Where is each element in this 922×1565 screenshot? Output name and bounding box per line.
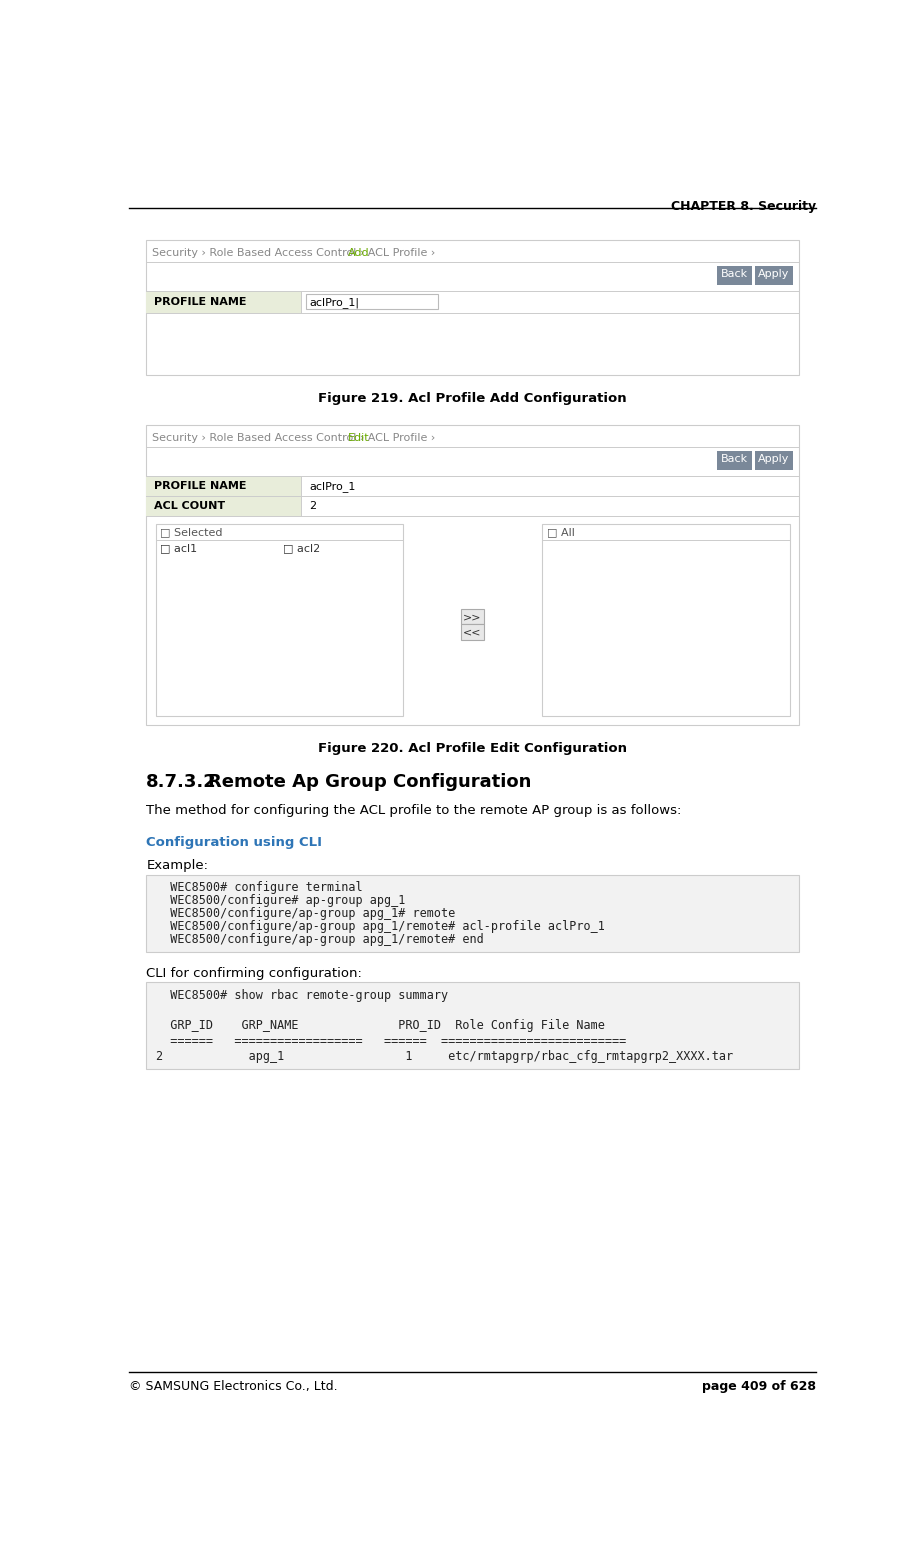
Text: WEC8500# configure terminal: WEC8500# configure terminal: [156, 881, 362, 894]
Bar: [461, 624, 484, 640]
Text: WEC8500/configure# ap-group apg_1: WEC8500/configure# ap-group apg_1: [156, 894, 405, 906]
Text: □ acl1: □ acl1: [160, 543, 197, 554]
Bar: [306, 294, 438, 310]
Text: Configuration using CLI: Configuration using CLI: [147, 836, 323, 850]
Bar: [147, 875, 798, 952]
Text: PROFILE NAME: PROFILE NAME: [154, 297, 246, 307]
Text: Edit: Edit: [348, 432, 370, 443]
Text: Security › Role Based Access Control › ACL Profile ›: Security › Role Based Access Control › A…: [152, 432, 439, 443]
Text: Back: Back: [721, 269, 748, 280]
Text: CLI for confirming configuration:: CLI for confirming configuration:: [147, 967, 362, 980]
Text: 8.7.3.2: 8.7.3.2: [147, 773, 217, 790]
Text: 2: 2: [309, 501, 316, 512]
Text: Remote Ap Group Configuration: Remote Ap Group Configuration: [208, 773, 532, 790]
Text: □ All: □ All: [547, 527, 574, 537]
Text: CHAPTER 8. Security: CHAPTER 8. Security: [670, 200, 816, 213]
Text: Back: Back: [721, 454, 748, 465]
Bar: [147, 291, 301, 313]
Bar: [147, 426, 798, 725]
Text: Example:: Example:: [147, 859, 208, 872]
Text: Security › Role Based Access Control › ACL Profile ›: Security › Role Based Access Control › A…: [152, 247, 439, 258]
Text: WEC8500# show rbac remote-group summary: WEC8500# show rbac remote-group summary: [156, 989, 448, 1002]
Bar: [716, 266, 752, 285]
Text: aclPro_1: aclPro_1: [309, 480, 355, 491]
Text: WEC8500/configure/ap-group apg_1# remote: WEC8500/configure/ap-group apg_1# remote: [156, 908, 455, 920]
Text: ACL COUNT: ACL COUNT: [154, 501, 225, 512]
Text: □ Selected: □ Selected: [160, 527, 223, 537]
Text: page 409 of 628: page 409 of 628: [702, 1380, 816, 1393]
Bar: [147, 476, 301, 496]
Bar: [147, 239, 798, 376]
Text: Add: Add: [348, 247, 370, 258]
Text: Apply: Apply: [758, 269, 789, 280]
Text: Apply: Apply: [758, 454, 789, 465]
Text: 2            apg_1                 1     etc/rmtapgrp/rbac_cfg_rmtapgrp2_XXXX.ta: 2 apg_1 1 etc/rmtapgrp/rbac_cfg_rmtapgrp…: [156, 1050, 733, 1063]
Bar: [461, 609, 484, 624]
Text: □ acl2: □ acl2: [283, 543, 321, 554]
Bar: [755, 266, 793, 285]
Text: GRP_ID    GRP_NAME              PRO_ID  Role Config File Name: GRP_ID GRP_NAME PRO_ID Role Config File …: [156, 1019, 605, 1033]
Text: WEC8500/configure/ap-group apg_1/remote# acl-profile aclPro_1: WEC8500/configure/ap-group apg_1/remote#…: [156, 920, 605, 933]
Text: Figure 220. Acl Profile Edit Configuration: Figure 220. Acl Profile Edit Configurati…: [318, 742, 627, 756]
Text: aclPro_1|: aclPro_1|: [310, 297, 360, 308]
Bar: [147, 983, 798, 1069]
Text: <<: <<: [463, 628, 482, 637]
Bar: [716, 451, 752, 470]
Text: The method for configuring the ACL profile to the remote AP group is as follows:: The method for configuring the ACL profi…: [147, 804, 681, 817]
Bar: [147, 496, 301, 516]
Text: Figure 219. Acl Profile Add Configuration: Figure 219. Acl Profile Add Configuratio…: [318, 391, 627, 405]
Bar: [542, 524, 789, 717]
Bar: [156, 524, 403, 717]
Bar: [755, 451, 793, 470]
Text: © SAMSUNG Electronics Co., Ltd.: © SAMSUNG Electronics Co., Ltd.: [129, 1380, 337, 1393]
Text: >>: >>: [463, 612, 482, 621]
Text: ======   ==================   ======  ==========================: ====== ================== ====== =======…: [156, 1034, 626, 1049]
Text: PROFILE NAME: PROFILE NAME: [154, 480, 246, 491]
Text: WEC8500/configure/ap-group apg_1/remote# end: WEC8500/configure/ap-group apg_1/remote#…: [156, 933, 483, 947]
